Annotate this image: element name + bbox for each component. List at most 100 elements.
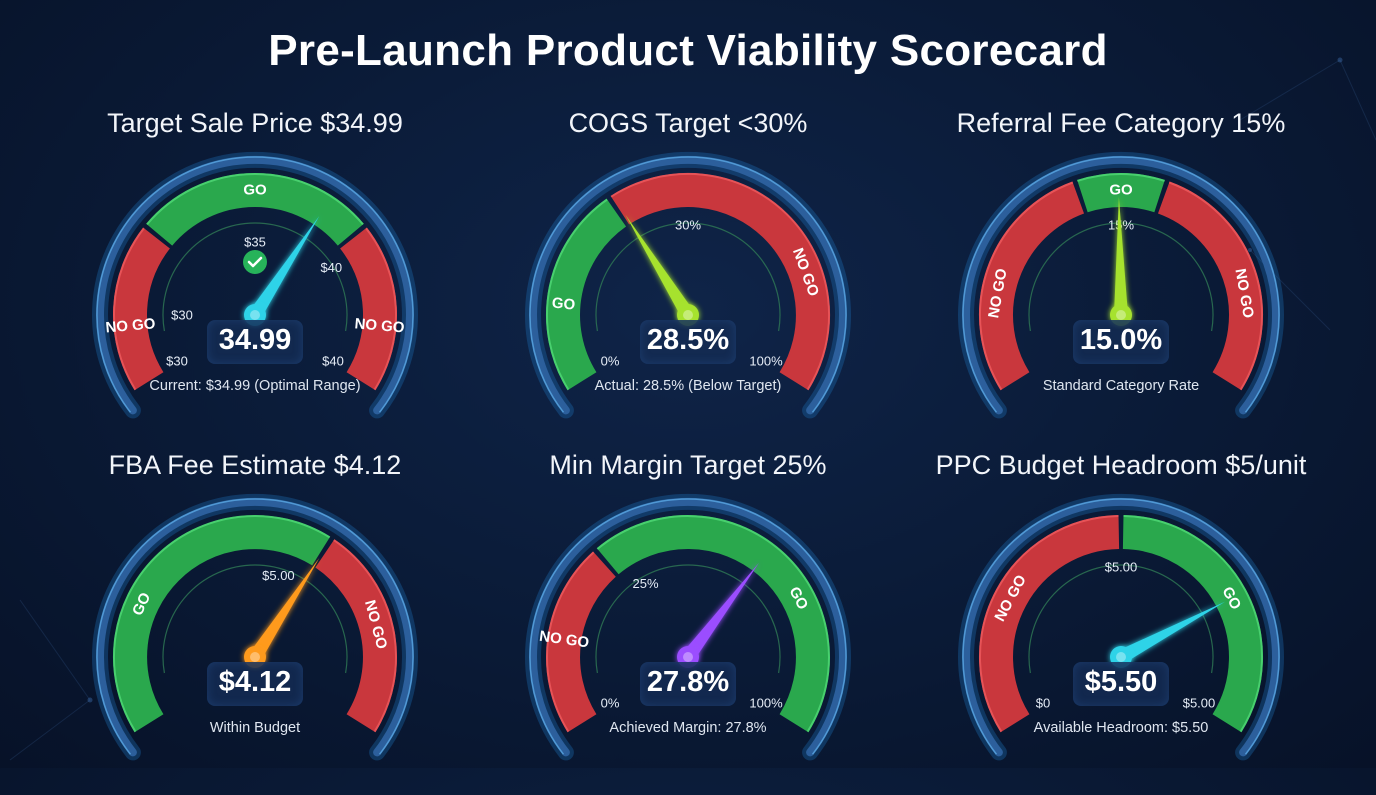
- gauge-caption: Within Budget: [209, 720, 301, 736]
- gauge-rim-highlight: [962, 498, 1280, 755]
- zone-edge: [112, 514, 331, 733]
- page-title: Pre-Launch Product Viability Scorecard: [268, 26, 1108, 75]
- gauge-value: $5.50: [1084, 666, 1158, 698]
- no-go-zone: [979, 181, 1085, 391]
- go-zone: [113, 515, 331, 733]
- no-go-zone: [113, 227, 171, 391]
- value-box: [640, 662, 736, 706]
- range-label: $30: [166, 354, 188, 369]
- gauge-title: Referral Fee Category 15%: [956, 108, 1286, 138]
- gauge-rim: [529, 156, 847, 415]
- zone-edge: [365, 227, 397, 391]
- gauge-rim: [962, 156, 1280, 415]
- go-zone: [1077, 173, 1165, 213]
- zone-label: GO: [551, 295, 576, 314]
- gauge-caption: Available Headroom: $5.50: [1033, 720, 1209, 736]
- gauge-dial: GO NO GO$5.00: [92, 494, 418, 761]
- zone-label: NO GO: [354, 315, 406, 336]
- needle-hub-center: [1116, 310, 1126, 320]
- zone-edge: [545, 198, 608, 391]
- zone-edge: [610, 172, 831, 391]
- needle-hub-center: [683, 652, 693, 662]
- gauge-dial: NO GO GO$5.00$0 $5.00: [958, 494, 1284, 761]
- zone-label: NO GO: [105, 315, 157, 336]
- zone-edge: [1168, 181, 1264, 391]
- no-go-zone: [315, 539, 397, 733]
- zone-edge: [146, 173, 364, 226]
- gauge-title: Target Sale Price $34.99: [107, 108, 403, 138]
- gauge-caption: Actual: 28.5% (Below Target): [594, 378, 782, 394]
- gauge-target-sale-price: Target Sale Price $34.99 NO GO GO NO GO $30…: [35, 108, 475, 453]
- value-box: [207, 662, 303, 706]
- zone-edge: [113, 227, 145, 391]
- gauge-value: 34.99: [218, 324, 292, 356]
- tick-label: 25%: [632, 576, 658, 591]
- gauge-fba-fee: FBA Fee Estimate $4.12 GO NO GO $5.00 $4.1…: [35, 450, 475, 795]
- zone-edge: [333, 539, 397, 733]
- inner-scale-arc: [162, 564, 348, 674]
- zone-label: GO: [243, 182, 267, 199]
- zone-edge: [1123, 515, 1264, 733]
- needle-hub-center: [1116, 652, 1126, 662]
- tick-label: 30%: [675, 218, 701, 233]
- gauge-min-margin: Min Margin Target 25% NO GO GO 25% 0% 100% 2…: [468, 450, 908, 795]
- no-go-zone: [1157, 181, 1263, 391]
- gauge-needle: [249, 216, 320, 319]
- tick-label: $35: [244, 235, 266, 250]
- inner-scale-arc: [595, 564, 781, 674]
- inner-scale-arc: [1028, 564, 1214, 674]
- needle-hub-center: [683, 310, 693, 320]
- tick-label: $5.00: [1105, 560, 1138, 575]
- gauge-ppc-budget: PPC Budget Headroom $5/unit NO GO GO $5.00…: [901, 450, 1341, 795]
- gauge-needle: [1117, 601, 1226, 664]
- value-box: [640, 320, 736, 364]
- value-box: [1073, 320, 1169, 364]
- range-label: 0%: [601, 696, 620, 711]
- gauge-caption: Achieved Margin: 27.8%: [609, 720, 767, 736]
- check-icon: [243, 250, 267, 274]
- needle-hub-center: [250, 652, 260, 662]
- gauge-rim-highlight: [96, 156, 414, 413]
- gauge-rim-highlight: [96, 498, 414, 755]
- range-label: 100%: [749, 696, 783, 711]
- gauge-title: FBA Fee Estimate $4.12: [108, 450, 402, 480]
- gauge-rim: [529, 498, 847, 757]
- inner-scale-arc: [162, 222, 348, 332]
- gauge-rim-highlight: [962, 156, 1280, 413]
- needle-hub-center: [250, 310, 260, 320]
- inner-scale-arc: [595, 222, 781, 332]
- zone-edge: [978, 515, 1119, 733]
- go-zone: [1122, 515, 1263, 733]
- gauge-needle: [1114, 197, 1128, 316]
- gauge-referral-fee: Referral Fee Category 15% NO GO GO NO GO 15…: [901, 108, 1341, 453]
- zone-edge: [596, 515, 830, 733]
- gauge-value: 27.8%: [646, 666, 730, 698]
- range-label: $5.00: [1183, 696, 1216, 711]
- gauge-rim: [96, 156, 414, 415]
- tick-label: $40: [320, 260, 342, 275]
- range-label: 100%: [749, 354, 783, 369]
- gauge-caption: Standard Category Rate: [1042, 378, 1200, 394]
- range-label: $0: [1036, 696, 1050, 711]
- gauge-cogs-target: COGS Target <30% GO NO GO 30% 0% 100% 28.5% …: [468, 108, 908, 453]
- gauge-title: Min Margin Target 25%: [549, 450, 827, 480]
- no-go-zone: [979, 515, 1120, 733]
- no-go-zone: [339, 227, 397, 391]
- no-go-zone: [546, 551, 617, 733]
- go-zone: [146, 173, 364, 246]
- gauge-value: 28.5%: [646, 324, 730, 356]
- go-zone: [596, 515, 830, 733]
- gauge-rim: [96, 498, 414, 757]
- gauge-caption: Current: $34.99 (Optimal Range): [149, 378, 361, 394]
- tick-label: $30: [171, 308, 193, 323]
- inner-scale-arc: [1028, 222, 1214, 332]
- gauge-needle: [249, 558, 320, 661]
- gauge-title: PPC Budget Headroom $5/unit: [935, 450, 1307, 480]
- zone-edge: [978, 181, 1074, 391]
- zone-edge: [1077, 173, 1165, 182]
- go-zone: [546, 198, 627, 391]
- gauge-title: COGS Target <30%: [568, 108, 808, 138]
